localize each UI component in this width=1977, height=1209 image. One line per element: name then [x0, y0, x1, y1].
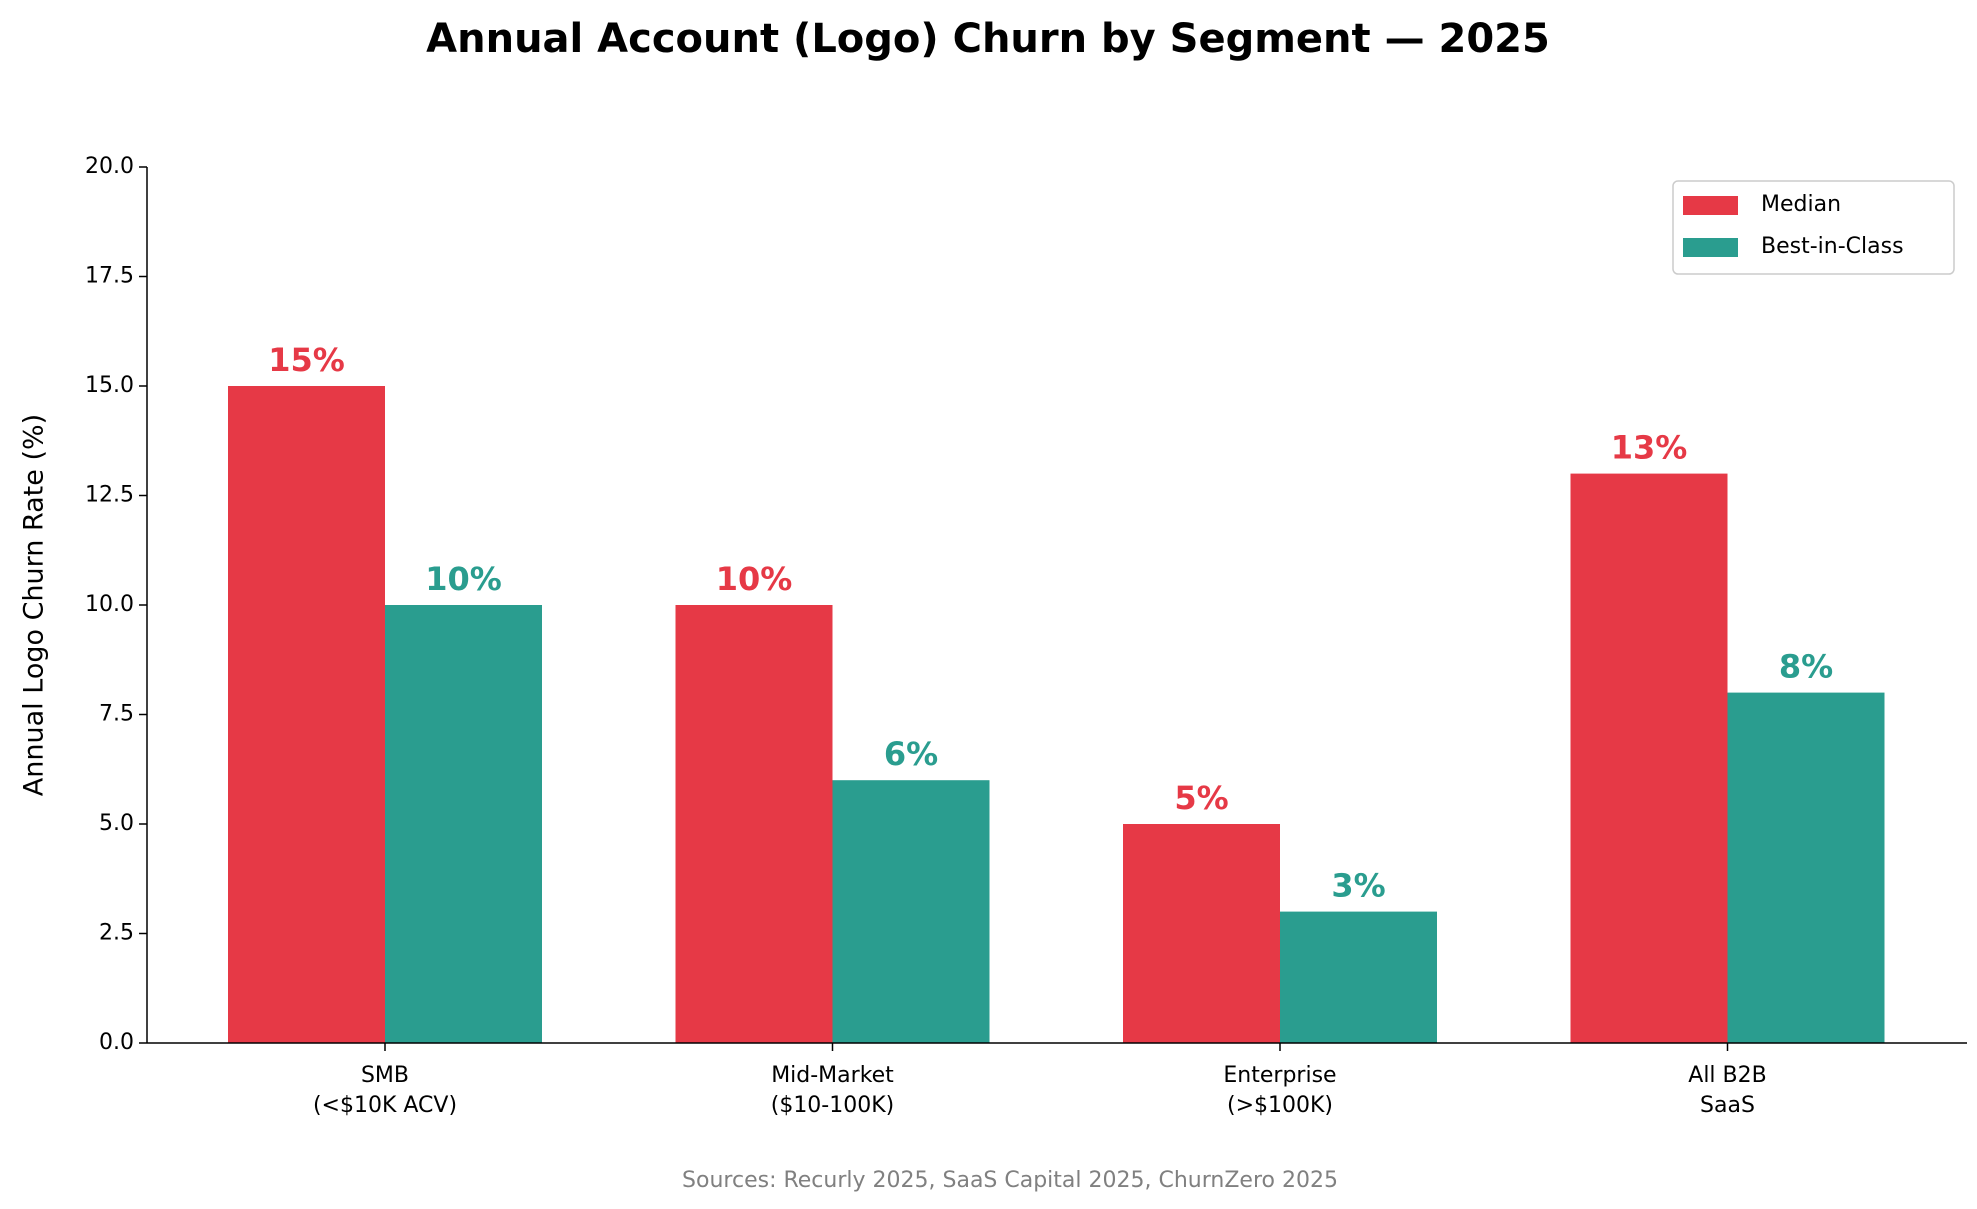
chart-title: Annual Account (Logo) Churn by Segment —…	[426, 16, 1550, 62]
y-tick-label: 15.0	[85, 373, 134, 398]
y-axis-label: Annual Logo Churn Rate (%)	[19, 414, 50, 796]
bar	[1123, 824, 1280, 1043]
legend-label: Best-in-Class	[1761, 234, 1904, 259]
x-tick-label: (>$100K)	[1227, 1093, 1333, 1118]
bar	[832, 780, 990, 1043]
bar	[1570, 473, 1728, 1044]
y-tick-label: 2.5	[99, 921, 134, 946]
legend-swatch	[1683, 238, 1738, 257]
value-label: 3%	[1331, 867, 1385, 905]
value-label: 5%	[1174, 779, 1228, 817]
bar	[228, 386, 385, 1043]
value-label: 8%	[1779, 648, 1833, 686]
x-tick-label: All B2B	[1688, 1063, 1766, 1088]
value-label: 10%	[716, 560, 793, 598]
legend-swatch	[1683, 196, 1738, 215]
value-label: 10%	[425, 560, 502, 598]
y-tick-label: 20.0	[85, 154, 134, 179]
legend-label: Median	[1761, 192, 1841, 217]
y-tick-label: 17.5	[85, 264, 134, 289]
value-label: 6%	[884, 735, 938, 773]
bar	[1727, 692, 1885, 1043]
x-tick-label: (<$10K ACV)	[313, 1093, 457, 1118]
footnote: Sources: Recurly 2025, SaaS Capital 2025…	[682, 1168, 1338, 1193]
x-tick-label: Mid-Market	[771, 1063, 894, 1088]
y-tick-label: 7.5	[99, 702, 134, 727]
y-tick-label: 5.0	[99, 811, 134, 836]
y-tick-label: 12.5	[85, 483, 134, 508]
x-tick-label: ($10-100K)	[771, 1093, 895, 1118]
x-tick-label: Enterprise	[1223, 1063, 1336, 1088]
x-tick-label: SMB	[361, 1063, 409, 1088]
x-tick-label: SaaS	[1700, 1093, 1755, 1118]
y-tick-label: 0.0	[99, 1030, 134, 1055]
bar	[385, 605, 542, 1043]
value-label: 15%	[268, 341, 345, 379]
bar	[675, 605, 833, 1043]
bar	[1280, 911, 1437, 1043]
legend-box	[1672, 180, 1955, 275]
y-tick-label: 10.0	[85, 592, 134, 617]
value-label: 13%	[1611, 429, 1688, 467]
